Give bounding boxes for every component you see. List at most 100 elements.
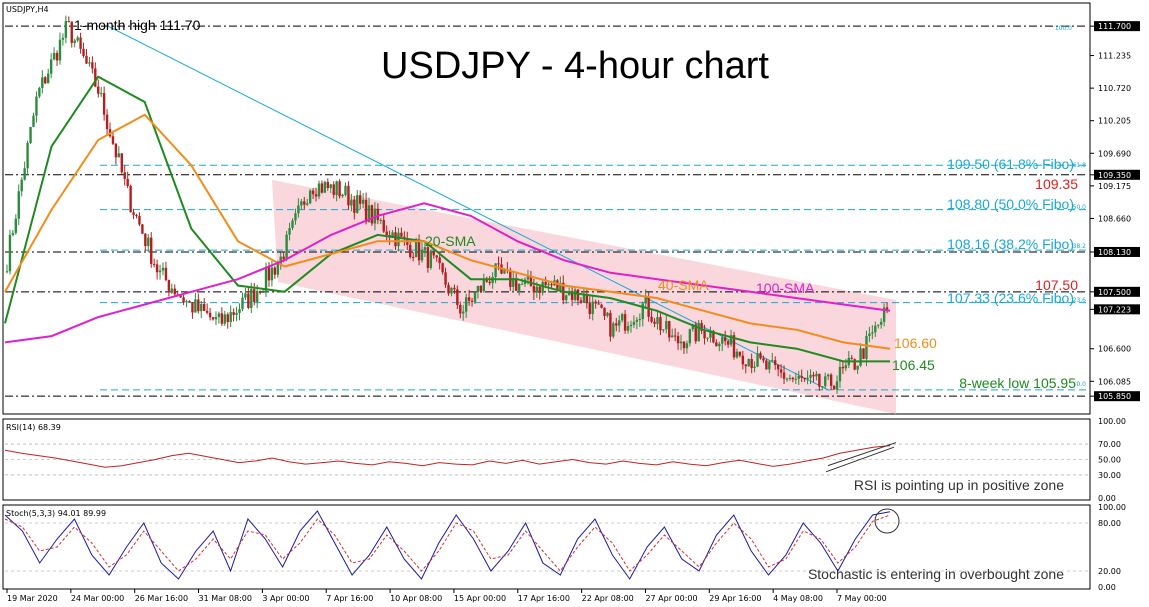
rsi-tick-label: 50.00 (1098, 456, 1121, 465)
candle-body (723, 337, 727, 342)
stoch-tick-label: 20.00 (1098, 567, 1121, 576)
candle-body (582, 294, 586, 303)
candle-body (247, 293, 250, 308)
overbought-circle (874, 508, 900, 534)
candle-body (732, 335, 736, 358)
candle-body (594, 301, 597, 304)
rsi-tick-label: 0.00 (1098, 494, 1116, 503)
time-tick-label: 24 Mar 00:00 (71, 594, 124, 603)
fibo-tiny-618: 61.8 (1073, 162, 1087, 169)
candle-body (326, 181, 330, 189)
candle-body (41, 77, 44, 89)
candle-body (735, 351, 739, 358)
candle-body (359, 195, 362, 204)
high-label: 1-month high 111.70 (74, 17, 201, 33)
candle-body (818, 373, 821, 387)
candle-body (400, 232, 403, 237)
candle-body (718, 343, 721, 347)
candle-body (535, 286, 538, 293)
time-tick-label: 17 Apr 16:00 (518, 594, 570, 603)
candle-body (803, 377, 806, 380)
candle-body (547, 284, 550, 286)
candle-body (520, 283, 524, 285)
candle-body (432, 251, 435, 256)
candle-body (579, 300, 583, 303)
candle-body (438, 257, 441, 264)
candle-body (203, 304, 206, 311)
candle-body (414, 241, 418, 258)
candle-body (800, 376, 803, 378)
candle-body (776, 365, 780, 370)
candle-body (809, 374, 812, 378)
candle-body (52, 52, 56, 60)
price-tick-label: 109.175 (1098, 182, 1131, 191)
price-tick-label: 108.130 (1098, 248, 1131, 257)
level-10750-label: 107.50 (1035, 277, 1078, 293)
candle-body (591, 301, 594, 314)
candle-body (541, 281, 544, 293)
candle-body (97, 86, 100, 94)
sma-line-40-sma (4, 113, 891, 350)
candle-body (753, 366, 756, 369)
candle-body (788, 377, 792, 379)
candle-body (756, 353, 759, 367)
candle-body (688, 329, 692, 344)
candle-body (311, 190, 315, 195)
candle-body (91, 62, 94, 69)
candle-body (38, 88, 41, 97)
candle-body (32, 115, 35, 127)
candle-body (485, 278, 488, 282)
candle-body (285, 234, 288, 260)
candle-body (397, 232, 400, 247)
candle-body (676, 336, 680, 344)
sma20-value: 106.45 (892, 357, 935, 373)
candle-body (338, 181, 341, 197)
price-tag-bg (1094, 304, 1140, 315)
fibo-tiny-236: 23.6 (1073, 297, 1087, 304)
candle-body (712, 330, 715, 343)
candle-body (47, 73, 50, 84)
candle-body (70, 21, 73, 43)
candle-body (559, 282, 562, 291)
candle-body (11, 232, 15, 235)
candle-body (868, 333, 871, 336)
candle-body (264, 266, 268, 291)
candle-body (253, 289, 256, 302)
candle-body (138, 215, 141, 225)
candle-body (23, 168, 26, 180)
candle-body (94, 68, 97, 87)
candle-body (152, 263, 156, 265)
candle-body (329, 184, 332, 189)
candle-body (670, 335, 674, 338)
rsi-title: RSI(14) 68.39 (6, 423, 61, 432)
candle-body (282, 256, 285, 260)
candle-body (235, 312, 238, 315)
candle-body (435, 255, 438, 258)
candle-body (229, 312, 232, 323)
candle-body (179, 295, 182, 298)
candle-body (862, 348, 865, 359)
candle-body (73, 40, 76, 43)
candle-body (812, 374, 815, 377)
candle-body (217, 313, 221, 318)
candle-body (356, 195, 359, 213)
candle-body (317, 183, 321, 197)
candle-body (806, 377, 809, 380)
sma20-label: 20-SMA (425, 233, 476, 249)
price-tag-bg (1094, 169, 1140, 180)
candle-body (111, 136, 115, 144)
stoch-tick-label: 80.00 (1098, 519, 1121, 528)
candle-body (132, 212, 135, 215)
candle-body (29, 126, 32, 143)
candle-body (726, 341, 730, 345)
candle-body (314, 194, 318, 197)
rsi-trendline-upper (827, 442, 897, 467)
fibo-500-label: 108.80 (50.0% Fibo) (947, 196, 1074, 212)
candle-body (364, 199, 368, 223)
candlesticks (5, 15, 889, 394)
candle-body (479, 285, 483, 292)
candle-body (394, 232, 397, 247)
fibo-382-label: 108.16 (38.2% Fibo) (947, 236, 1074, 252)
candle-body (844, 365, 848, 369)
price-tick-label: 106.085 (1098, 377, 1131, 386)
